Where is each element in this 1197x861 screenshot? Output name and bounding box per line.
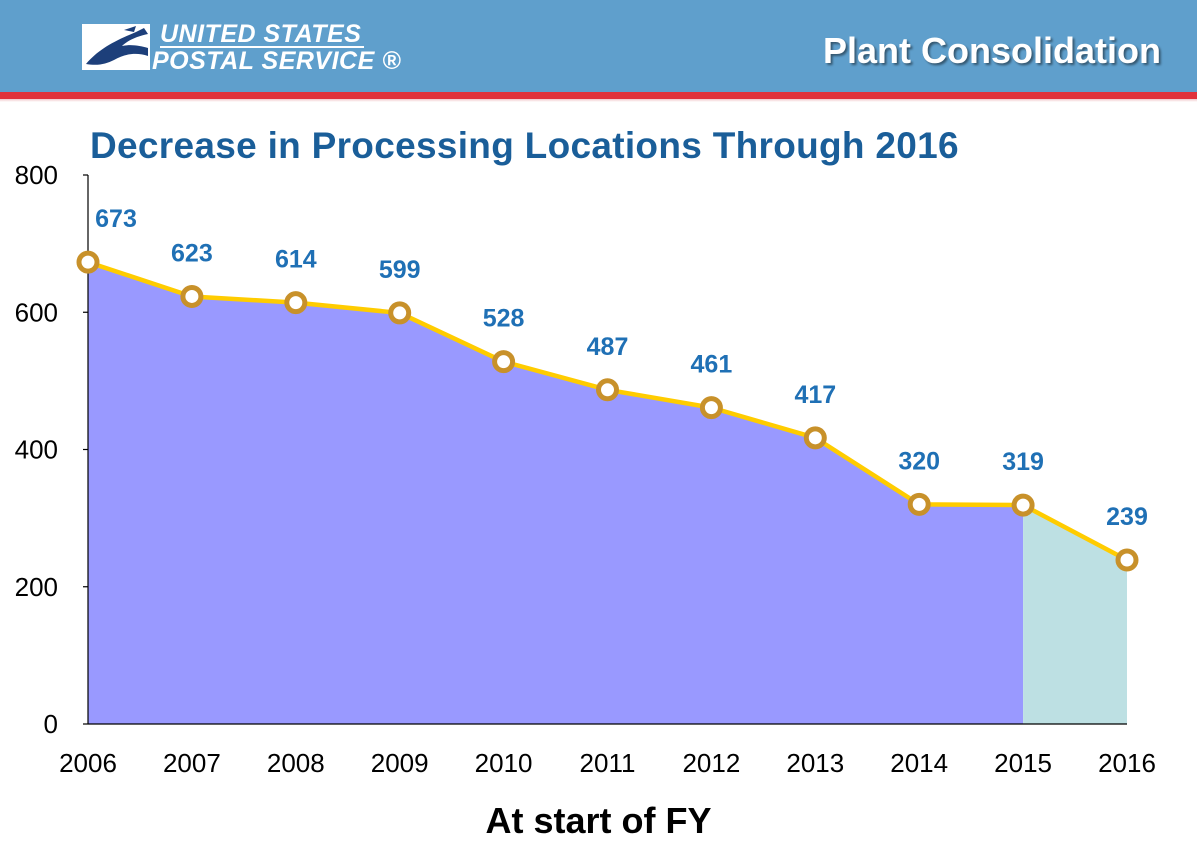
x-tick-label-2016: 2016: [1098, 748, 1156, 778]
data-point-2010: [492, 350, 516, 374]
data-label-2015: 319: [1002, 448, 1044, 476]
x-tick-label-2015: 2015: [994, 748, 1052, 778]
data-point-2006: [76, 250, 100, 274]
y-tick-label-200: 200: [15, 572, 58, 602]
projected-area: [1023, 505, 1127, 724]
y-tick-label-600: 600: [15, 297, 58, 327]
header-stripe: [0, 92, 1197, 99]
header-shadow: [0, 99, 1197, 102]
data-label-2006: 673: [95, 205, 137, 233]
x-tick-label-2009: 2009: [371, 748, 429, 778]
x-tick-label-2010: 2010: [475, 748, 533, 778]
logo-rule: [160, 46, 364, 48]
data-label-2010: 528: [483, 305, 525, 333]
x-axis-label: At start of FY: [485, 800, 712, 841]
actual-area: [88, 262, 1024, 724]
y-tick-label-800: 800: [15, 160, 58, 190]
x-tick-label-2012: 2012: [682, 748, 740, 778]
data-point-2016: [1115, 548, 1139, 572]
data-point-2014: [907, 492, 931, 516]
y-tick-label-0: 0: [44, 709, 58, 739]
data-label-2007: 623: [171, 239, 213, 267]
data-label-2012: 461: [691, 351, 733, 379]
data-label-2008: 614: [275, 246, 317, 274]
data-label-2009: 599: [379, 256, 421, 284]
data-label-2016: 239: [1106, 503, 1148, 531]
data-point-2009: [388, 301, 412, 325]
x-tick-label-2013: 2013: [786, 748, 844, 778]
data-point-2012: [699, 396, 723, 420]
page-title: Plant Consolidation: [823, 30, 1161, 71]
data-label-2014: 320: [898, 447, 940, 475]
x-tick-label-2011: 2011: [580, 748, 636, 778]
data-point-2007: [180, 284, 204, 308]
logo-text-line2: POSTAL SERVICE ®: [152, 47, 402, 75]
data-label-2013: 417: [794, 381, 836, 409]
data-point-2015: [1011, 493, 1035, 517]
y-tick-label-400: 400: [15, 435, 58, 465]
data-point-2008: [284, 291, 308, 315]
x-tick-label-2007: 2007: [163, 748, 221, 778]
eagle-icon: [82, 24, 150, 70]
usps-logo: UNITED STATES POSTAL SERVICE ®: [78, 20, 401, 76]
x-tick-label-2014: 2014: [890, 748, 948, 778]
logo-text-line1: UNITED STATES: [160, 20, 362, 48]
data-point-2013: [803, 426, 827, 450]
x-tick-label-2008: 2008: [267, 748, 325, 778]
data-point-2011: [596, 378, 619, 402]
x-tick-label-2006: 2006: [59, 748, 117, 778]
chart-title: Decrease in Processing Locations Through…: [90, 125, 959, 166]
data-label-2011: 487: [587, 333, 629, 361]
